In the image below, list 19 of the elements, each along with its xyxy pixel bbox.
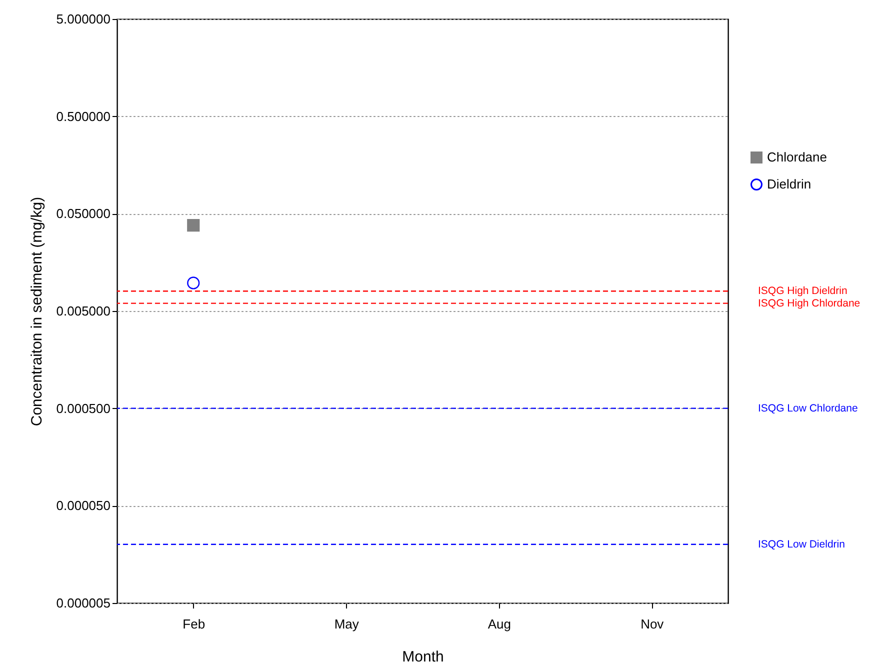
y-tick-label: 5.000000 — [56, 12, 110, 26]
ref-line-label: ISQG High Dieldrin — [758, 285, 848, 298]
x-tick-label: Feb — [182, 616, 206, 632]
ref-line-label: ISQG High Chlordane — [758, 297, 860, 310]
x-tick-label: Nov — [640, 616, 664, 632]
legend-label: Dieldrin — [767, 176, 812, 192]
ref-line-label: ISQG Low Dieldrin — [758, 538, 846, 550]
y-tick-label: 0.050000 — [56, 206, 110, 222]
y-axis-title: Concentraiton in sediment (mg/kg) — [28, 196, 46, 426]
y-tick-label: 0.500000 — [56, 108, 110, 124]
y-tick-label: 0.000050 — [56, 498, 110, 514]
ref-line-label: ISQG Low Chlordane — [758, 402, 858, 414]
x-tick-label: May — [334, 616, 360, 632]
y-tick-label: 0.000500 — [56, 400, 110, 416]
x-axis-title: Month — [402, 648, 444, 666]
x-tick-label: Aug — [488, 616, 511, 632]
y-tick-label: 0.000005 — [56, 596, 110, 610]
y-tick-label: 0.005000 — [56, 304, 110, 318]
legend-label: Chlordane — [767, 150, 827, 164]
